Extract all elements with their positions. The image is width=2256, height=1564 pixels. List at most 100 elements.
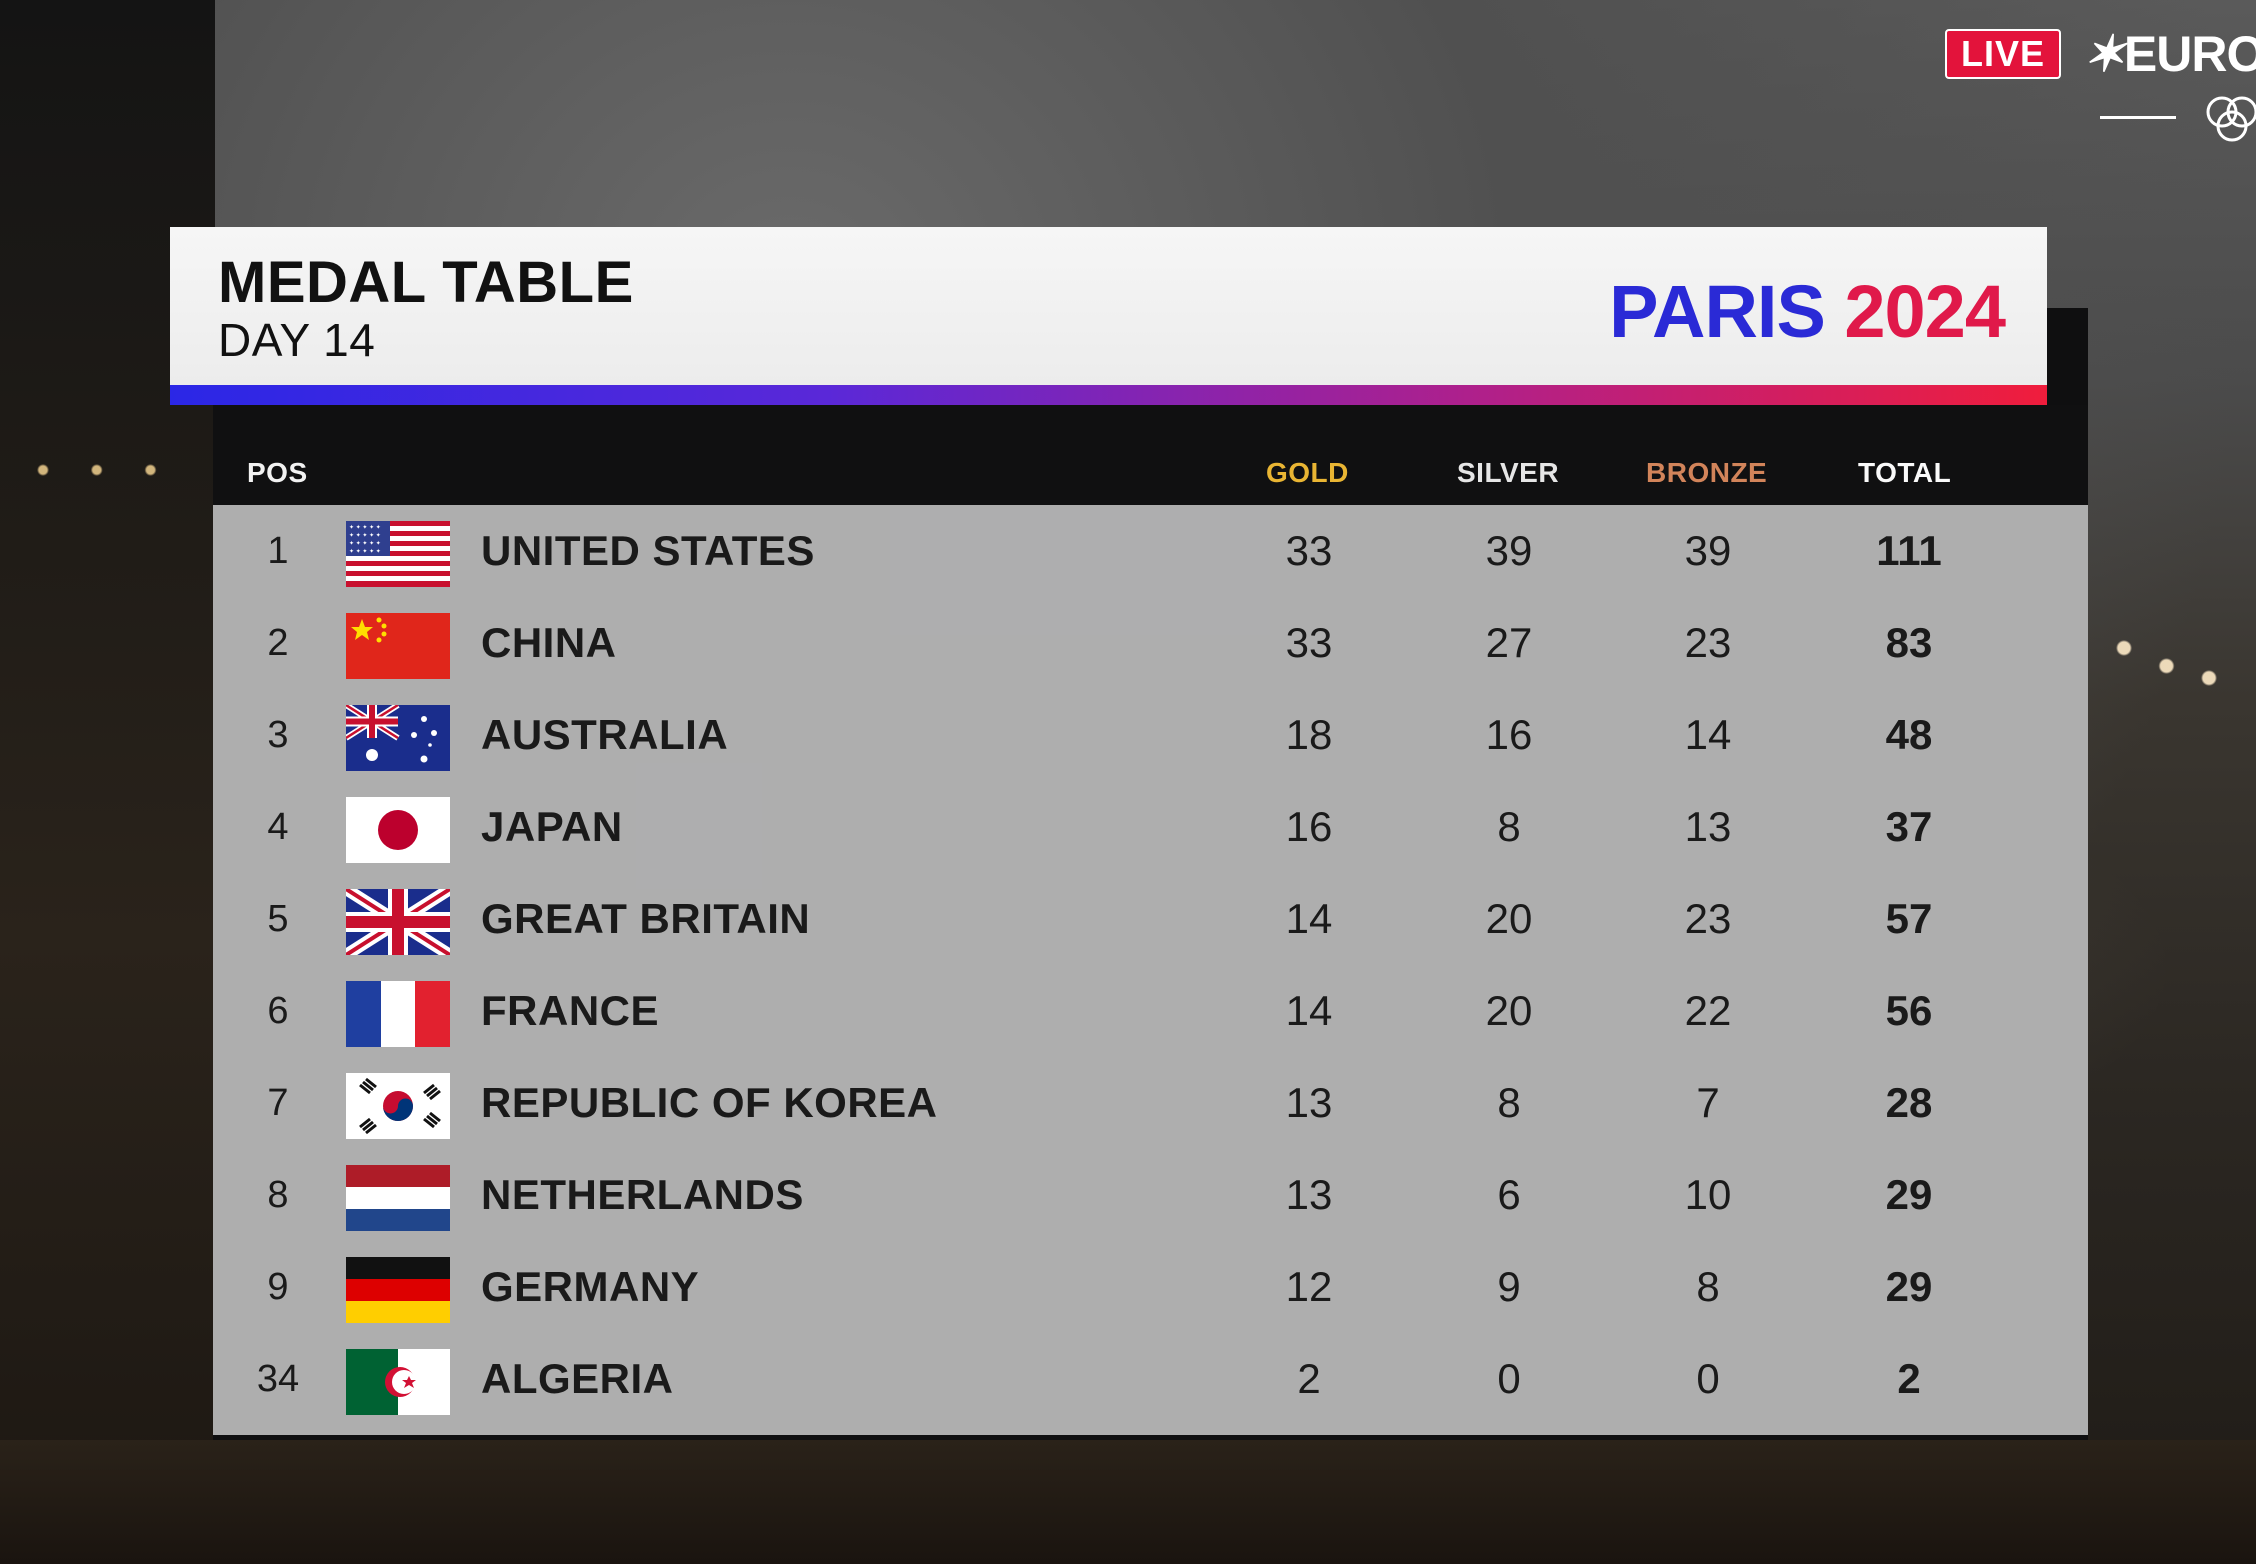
svg-text:✦ ✦ ✦ ✦ ✦: ✦ ✦ ✦ ✦ ✦ (349, 540, 381, 547)
row-country: GREAT BRITAIN (481, 895, 811, 942)
row-gold: 2 (1297, 1355, 1321, 1402)
row-bronze: 13 (1684, 803, 1732, 850)
svg-text:✦ ✦ ✦ ✦ ✦: ✦ ✦ ✦ ✦ ✦ (349, 524, 381, 531)
row-country: REPUBLIC OF KOREA (481, 1079, 938, 1126)
channel-logo-divider (2100, 116, 2176, 119)
flag-australia-icon (346, 705, 450, 771)
row-country: UNITED STATES (481, 527, 815, 574)
row-total: 83 (1885, 619, 1933, 666)
table-row: 5 GREAT BRITAIN 14 20 23 57 (213, 873, 2088, 965)
column-header-silver: SILVER (1457, 457, 1560, 488)
row-position: 3 (267, 714, 289, 756)
table-row: 4 JAPAN 16 8 13 37 (213, 781, 2088, 873)
row-gold: 13 (1285, 1171, 1333, 1218)
row-silver: 39 (1485, 527, 1533, 574)
svg-text:✦ ✦ ✦ ✦ ✦: ✦ ✦ ✦ ✦ ✦ (349, 548, 381, 555)
row-total: 2 (1897, 1355, 1921, 1402)
row-position: 2 (267, 622, 289, 664)
flag-germany-icon (346, 1257, 450, 1323)
row-position: 5 (267, 898, 289, 940)
row-gold: 12 (1285, 1263, 1333, 1310)
column-header-bronze: BRONZE (1646, 457, 1768, 488)
row-bronze: 0 (1696, 1355, 1720, 1402)
row-bronze: 8 (1696, 1263, 1720, 1310)
flag-japan-icon (346, 797, 450, 863)
row-bronze: 23 (1684, 619, 1732, 666)
channel-logo-mark: ✶ (2083, 26, 2125, 82)
row-silver: 8 (1497, 1079, 1521, 1126)
row-country: JAPAN (481, 803, 623, 850)
row-position: 9 (267, 1266, 289, 1308)
column-headers: POS GOLD SILVER BRONZE TOTAL (213, 405, 2088, 505)
row-total: 29 (1885, 1171, 1933, 1218)
row-silver: 0 (1497, 1355, 1521, 1402)
row-silver: 20 (1485, 987, 1533, 1034)
table-row: 9 GERMANY 12 9 8 29 (213, 1241, 2088, 1333)
row-position: 6 (267, 990, 289, 1032)
header-gradient-bar (170, 385, 2047, 405)
row-silver: 20 (1485, 895, 1533, 942)
row-bronze: 10 (1684, 1171, 1732, 1218)
row-total: 37 (1885, 803, 1933, 850)
flag-usa-icon: ✦ ✦ ✦ ✦ ✦ ✦ ✦ ✦ ✦ ✦ ✦ ✦ ✦ ✦ ✦ ✦ ✦ ✦ ✦ ✦ (346, 521, 450, 587)
row-bronze: 39 (1684, 527, 1732, 574)
background-riverbank (0, 1440, 2256, 1564)
row-country: AUSTRALIA (481, 711, 729, 758)
logo-word: PARIS (1609, 270, 1826, 353)
row-gold: 13 (1285, 1079, 1333, 1126)
row-bronze: 23 (1684, 895, 1732, 942)
svg-text:✦ ✦ ✦ ✦ ✦: ✦ ✦ ✦ ✦ ✦ (349, 532, 381, 539)
row-total: 28 (1885, 1079, 1933, 1126)
table-row: 2 CHINA 33 27 23 83 (213, 597, 2088, 689)
paris-2024-logo: PARIS 2024 (1609, 269, 2006, 354)
row-country: GERMANY (481, 1263, 700, 1310)
background-traffic-lights (2090, 600, 2256, 720)
column-header-gold: GOLD (1266, 457, 1349, 488)
row-position: 34 (256, 1358, 300, 1400)
table-row: 34 ALGERIA 2 0 0 2 (213, 1333, 2088, 1425)
row-gold: 18 (1285, 711, 1333, 758)
broadcaster-bug: LIVE ✶EUROS (1945, 26, 2256, 82)
row-position: 1 (267, 530, 289, 572)
table-row: 7 REPUBLIC OF KOREA 13 8 7 28 (213, 1057, 2088, 1149)
row-total: 29 (1885, 1263, 1933, 1310)
row-country: NETHERLANDS (481, 1171, 804, 1218)
row-silver: 16 (1485, 711, 1533, 758)
row-total: 56 (1885, 987, 1933, 1034)
olympic-rings-icon (2206, 96, 2256, 142)
flag-china-icon (346, 613, 450, 679)
row-silver: 8 (1497, 803, 1521, 850)
row-gold: 16 (1285, 803, 1333, 850)
table-row: 8 NETHERLANDS 13 6 10 29 (213, 1149, 2088, 1241)
row-silver: 27 (1485, 619, 1533, 666)
row-silver: 6 (1497, 1171, 1521, 1218)
row-bronze: 7 (1696, 1079, 1720, 1126)
flag-great-britain-icon (346, 889, 450, 955)
row-gold: 14 (1285, 895, 1333, 942)
row-position: 7 (267, 1082, 289, 1124)
page-subtitle: DAY 14 (218, 314, 376, 366)
row-total: 57 (1885, 895, 1933, 942)
medal-table-body: 1 ✦ ✦ ✦ ✦ ✦ ✦ ✦ ✦ ✦ ✦ ✦ ✦ ✦ ✦ ✦ ✦ ✦ ✦ ✦ ✦ U… (213, 505, 2088, 1435)
flag-korea-icon (346, 1073, 450, 1139)
table-row: 6 FRANCE 14 20 22 56 (213, 965, 2088, 1057)
flag-netherlands-icon (346, 1165, 450, 1231)
logo-year: 2024 (1844, 270, 2006, 353)
flag-france-icon (346, 981, 450, 1047)
row-gold: 14 (1285, 987, 1333, 1034)
row-position: 4 (267, 806, 289, 848)
channel-logo: ✶EUROS (2083, 26, 2256, 82)
row-position: 8 (267, 1174, 289, 1216)
row-bronze: 22 (1684, 987, 1732, 1034)
column-header-total: TOTAL (1858, 457, 1952, 488)
row-bronze: 14 (1684, 711, 1732, 758)
background-city-lights (0, 440, 215, 500)
row-country: ALGERIA (481, 1355, 674, 1402)
row-gold: 33 (1285, 527, 1333, 574)
page-title: MEDAL TABLE (218, 250, 634, 315)
row-gold: 33 (1285, 619, 1333, 666)
flag-algeria-icon (346, 1349, 450, 1415)
row-total: 48 (1885, 711, 1933, 758)
row-silver: 9 (1497, 1263, 1521, 1310)
row-total: 111 (1876, 527, 1942, 574)
